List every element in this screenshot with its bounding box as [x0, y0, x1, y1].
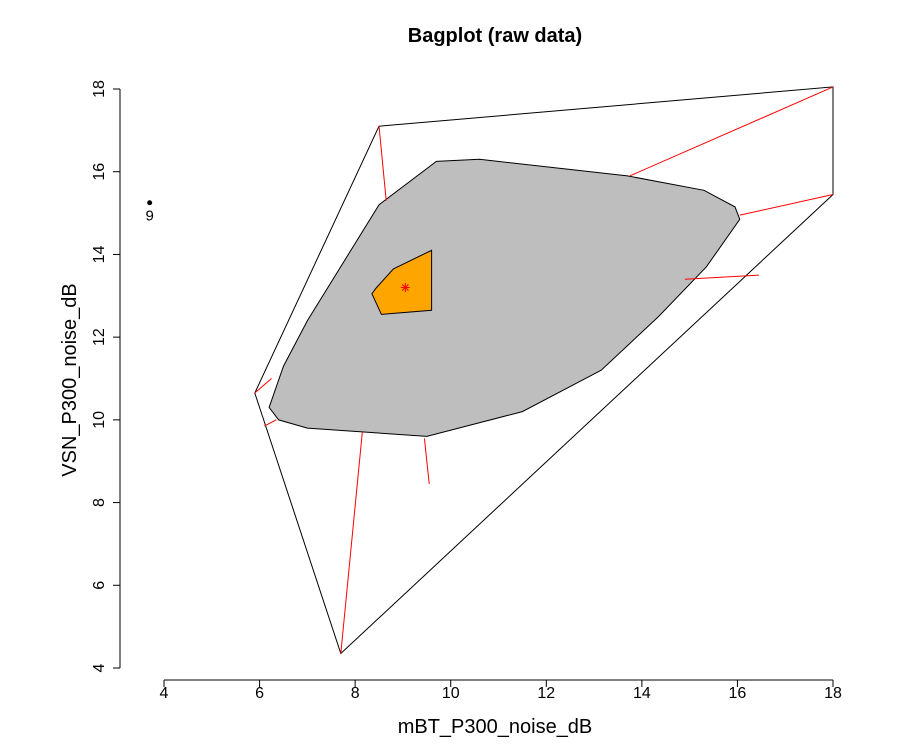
y-tick-label: 16: [91, 163, 108, 181]
x-tick-label: 6: [255, 685, 264, 702]
y-tick-label: 6: [91, 581, 108, 590]
outlier-point: [147, 200, 153, 206]
whisker-line: [378, 126, 387, 201]
whisker-line: [264, 419, 277, 427]
whisker-line: [340, 432, 363, 654]
x-tick-label: 4: [160, 685, 169, 702]
y-tick-label: 4: [91, 663, 108, 672]
chart-title: Bagplot (raw data): [408, 25, 582, 47]
x-tick-label: 18: [824, 685, 842, 702]
fence-hull-layer: [254, 86, 834, 655]
x-axis: 4 6 8 10 12 14 16 18: [160, 679, 842, 702]
bag-layer: [371, 249, 433, 315]
y-axis-label: VSN_P300_noise_dB: [59, 283, 81, 476]
y-tick-label: 14: [91, 245, 108, 263]
median-marker-stroke: [401, 284, 409, 292]
outer-hull-polygon: [254, 86, 834, 655]
median-layer: [400, 283, 410, 293]
x-tick-label: 12: [537, 685, 555, 702]
y-tick-label: 12: [91, 328, 108, 346]
loop-polygon: [268, 158, 741, 437]
x-tick-label: 8: [351, 685, 360, 702]
y-tick-label: 18: [91, 80, 108, 98]
y-tick-label: 10: [91, 411, 108, 429]
whisker-line: [739, 193, 834, 216]
y-axis: 4 6 8 10 12 14 16 18: [91, 80, 121, 672]
x-tick-label: 16: [729, 685, 747, 702]
whisker-line: [684, 274, 759, 280]
median-marker: [400, 283, 410, 293]
x-tick-label: 10: [442, 685, 460, 702]
bag-polygon: [371, 249, 433, 315]
y-tick-label: 8: [91, 498, 108, 507]
outlier-label: 9: [145, 208, 153, 225]
whisker-line: [629, 86, 834, 177]
outliers-layer: 9: [145, 200, 154, 225]
x-tick-label: 14: [633, 685, 651, 702]
whisker-line: [254, 378, 272, 394]
whisker-line: [423, 438, 430, 485]
whiskers-layer: [254, 86, 834, 654]
loop-layer: [268, 158, 741, 437]
x-axis-label: mBT_P300_noise_dB: [398, 716, 593, 738]
